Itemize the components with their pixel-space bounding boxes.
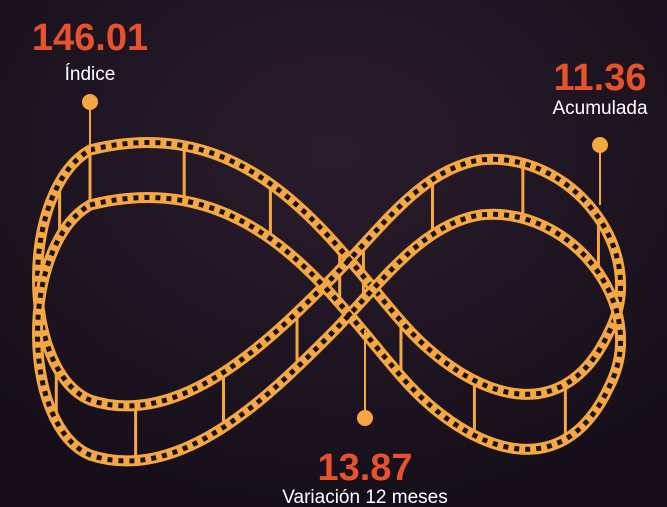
leader-dot (82, 94, 98, 110)
film-holes (35, 195, 624, 464)
stat-value: 146.01 (32, 17, 148, 59)
leader-dot (592, 137, 608, 153)
leader-dot (357, 410, 373, 426)
stat-value: 11.36 (554, 57, 647, 99)
stat-label: Acumulada (552, 98, 647, 119)
film-holes (35, 140, 624, 409)
stat-value: 13.87 (317, 447, 412, 489)
stat-label: Índice (65, 64, 116, 85)
stat-label: Variación 12 meses (282, 487, 447, 507)
leaders (82, 94, 608, 426)
film-strip (32, 137, 627, 467)
